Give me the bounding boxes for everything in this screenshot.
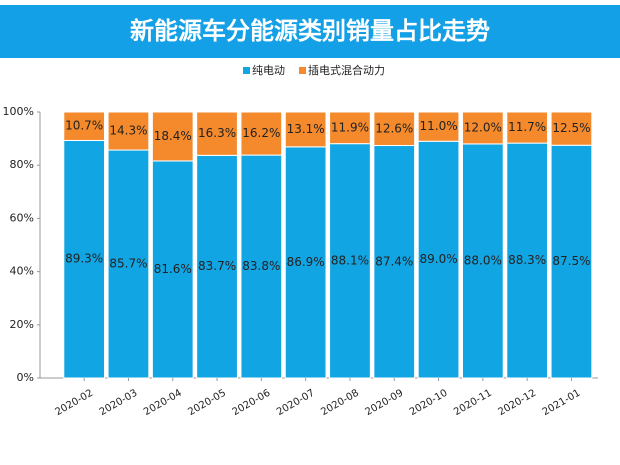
legend-label: 插电式混合动力 <box>308 63 385 77</box>
bar-segment <box>417 140 460 379</box>
y-tick-label: 20% <box>10 318 34 331</box>
bar-segment <box>284 111 327 148</box>
bar-segment <box>196 111 238 156</box>
bar-segment <box>107 111 150 151</box>
bar-segment <box>461 111 504 145</box>
x-tick-label: 2020-07 <box>275 388 317 418</box>
data-label: 88.1% <box>331 253 369 267</box>
data-label: 81.6% <box>154 262 192 276</box>
bar-segment <box>240 154 283 379</box>
x-tick-label: 2020-04 <box>142 388 184 418</box>
data-label: 16.3% <box>198 126 236 140</box>
y-tick-label: 80% <box>10 158 34 171</box>
data-label: 88.0% <box>464 253 502 267</box>
x-tick-label: 2020-11 <box>452 388 494 418</box>
x-tick-label: 2020-09 <box>364 388 406 418</box>
bar-segment <box>329 143 371 379</box>
data-label: 16.2% <box>242 126 280 140</box>
data-label: 11.7% <box>508 120 546 134</box>
data-label: 83.8% <box>242 259 280 273</box>
data-label: 87.4% <box>375 254 413 268</box>
bar-segment <box>284 146 327 379</box>
x-tick-label: 2020-03 <box>98 388 140 418</box>
data-label: 89.3% <box>65 252 103 266</box>
bar-segment <box>151 111 194 162</box>
data-label: 10.7% <box>65 119 103 133</box>
data-label: 85.7% <box>109 257 147 271</box>
data-label: 13.1% <box>287 122 325 136</box>
data-label: 11.9% <box>331 120 369 134</box>
bar-segment <box>196 154 238 379</box>
bar-segment <box>329 111 371 145</box>
x-tick-label: 2020-08 <box>319 388 361 418</box>
legend-swatch <box>243 67 250 74</box>
bar-segment <box>240 111 283 156</box>
data-label: 12.5% <box>552 121 590 135</box>
bar-segment <box>63 139 106 379</box>
legend: 纯电动 插电式混合动力 <box>243 63 385 77</box>
chart-title: 新能源车分能源类别销量占比走势 <box>130 17 490 45</box>
bar-segment <box>373 145 416 379</box>
bar-segment <box>550 111 593 146</box>
y-tick-label: 100% <box>3 105 34 118</box>
bar-segment <box>373 111 416 147</box>
data-label: 12.6% <box>375 121 413 135</box>
bar-segment <box>417 111 460 142</box>
x-tick-label: 2020-12 <box>496 388 538 418</box>
bar-segment <box>506 111 549 144</box>
data-label: 87.5% <box>552 254 590 268</box>
x-tick-label: 2020-05 <box>186 388 228 418</box>
x-tick-label: 2020-10 <box>408 388 450 418</box>
x-tick-label: 2021-01 <box>541 388 583 418</box>
title-banner <box>0 5 620 58</box>
y-tick-label: 60% <box>10 211 34 224</box>
data-label: 14.3% <box>109 124 147 138</box>
data-label: 11.0% <box>419 119 457 133</box>
data-label: 12.0% <box>464 120 502 134</box>
bar-segment <box>550 144 593 379</box>
legend-label: 纯电动 <box>252 64 285 77</box>
y-tick-label: 40% <box>10 265 34 278</box>
legend-swatch <box>299 67 306 74</box>
y-tick-label: 0% <box>17 371 34 384</box>
data-label: 89.0% <box>419 252 457 266</box>
data-label: 18.4% <box>154 129 192 143</box>
bar-segment <box>151 160 194 379</box>
x-tick-label: 2020-02 <box>53 388 95 418</box>
data-label: 86.9% <box>287 255 325 269</box>
x-tick-label: 2020-06 <box>231 388 273 418</box>
data-label: 83.7% <box>198 259 236 273</box>
bar-segment <box>63 111 106 141</box>
data-label: 88.3% <box>508 253 546 267</box>
bar-segment <box>461 143 504 379</box>
